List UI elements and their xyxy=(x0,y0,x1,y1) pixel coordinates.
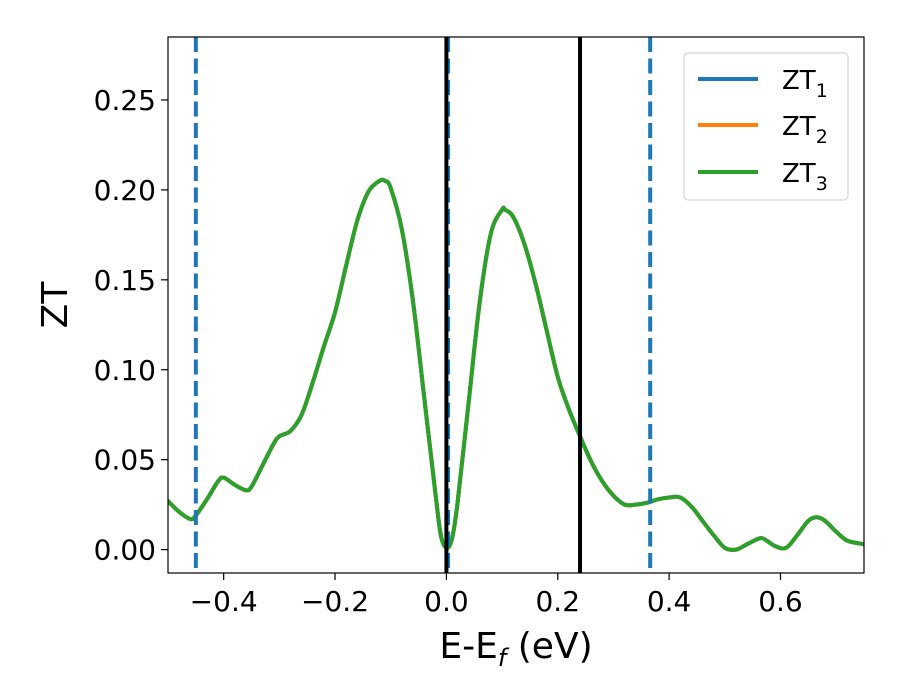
legend-label-zt2: ZT2 xyxy=(782,112,828,148)
x-axis-ticks: −0.4 −0.2 0.0 0.2 0.4 0.6 xyxy=(190,573,803,618)
x-tick-label: 0.0 xyxy=(424,585,469,618)
x-axis-label: E-Ef (eV) xyxy=(439,626,592,672)
y-axis-ticks: 0.00 0.05 0.10 0.15 0.20 0.25 xyxy=(94,84,168,567)
x-tick-label: −0.2 xyxy=(301,585,369,618)
y-tick-label: 0.15 xyxy=(94,264,156,297)
series-line-zt3 xyxy=(168,177,864,552)
x-tick-label: −0.4 xyxy=(190,585,258,618)
series-line-zt1 xyxy=(168,177,864,552)
series-line-zt2 xyxy=(168,177,864,552)
x-axis-label-unit: (eV) xyxy=(506,626,592,667)
y-tick-label: 0.05 xyxy=(94,444,156,477)
x-tick-label: 0.6 xyxy=(758,585,803,618)
x-tick-label: 0.4 xyxy=(647,585,692,618)
y-tick-label: 0.25 xyxy=(94,84,156,117)
legend-label-zt3: ZT3 xyxy=(782,159,828,195)
plot-area xyxy=(168,37,864,573)
y-tick-label: 0.20 xyxy=(94,174,156,207)
plot-frame xyxy=(167,36,865,574)
legend-label-zt1: ZT1 xyxy=(782,66,828,102)
y-axis-label: ZT xyxy=(35,281,76,329)
y-tick-label: 0.10 xyxy=(94,354,156,387)
y-tick-label: 0.00 xyxy=(94,534,156,567)
x-tick-label: 0.2 xyxy=(535,585,580,618)
x-axis-label-main: E-E xyxy=(439,626,497,667)
legend-box xyxy=(683,52,849,201)
legend: ZT1 ZT2 ZT3 xyxy=(683,52,849,201)
